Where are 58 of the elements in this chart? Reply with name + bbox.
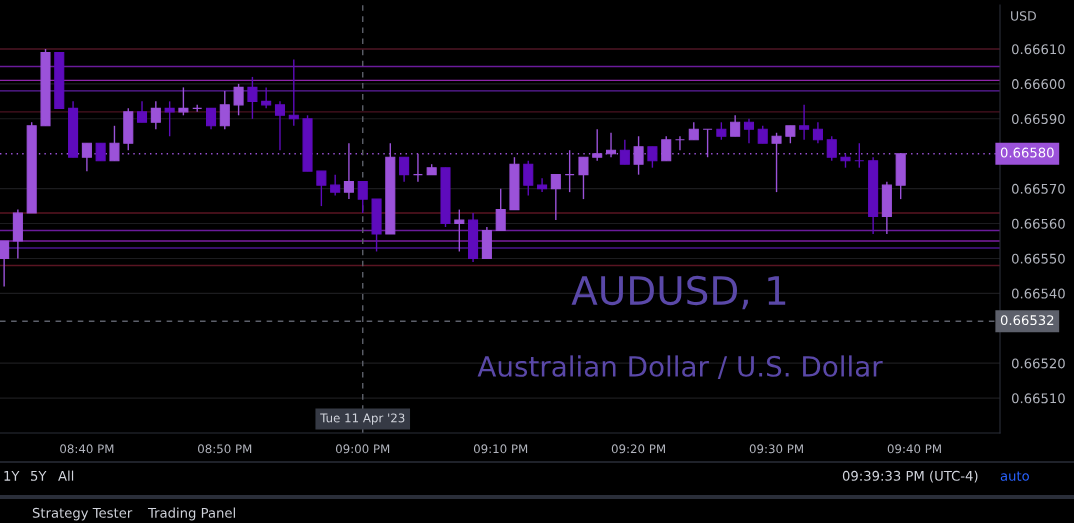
candlestick: [81, 142, 92, 172]
y-tick-label: 0.66510: [1011, 393, 1065, 404]
candlestick: [523, 160, 534, 197]
text: Strategy Tester: [32, 507, 133, 521]
ref-line-label: 0.66580: [1000, 147, 1054, 158]
y-tick-label: 0.66550: [1011, 253, 1065, 264]
candlestick: [826, 135, 837, 162]
y-tick-label: 0.66570: [1011, 183, 1065, 194]
candlestick: [799, 104, 810, 141]
text: All: [58, 470, 74, 481]
candlestick: [233, 83, 244, 117]
candlestick: [812, 121, 823, 144]
y-tick-label: 0.66600: [1011, 79, 1065, 90]
candlestick: [274, 100, 286, 151]
text: AUDUSD, 1: [571, 275, 786, 310]
candlestick: [454, 208, 465, 253]
text: 09:39:33 PM (UTC-4): [842, 470, 978, 483]
candlestick: [178, 86, 189, 117]
candlestick: [150, 100, 161, 130]
text: Australian Dollar / U.S. Dollar: [477, 355, 883, 380]
x-tick-label: 09:10 PM: [473, 444, 528, 454]
candlestick: [495, 187, 506, 232]
candlestick: [550, 173, 561, 221]
candlestick: [219, 90, 230, 130]
text: 1Y: [4, 471, 20, 481]
x-tick-label: 08:40 PM: [60, 444, 114, 454]
x-tick-label: 08:50 PM: [198, 444, 252, 454]
ref-line-label: Tue 11 Apr '23: [320, 413, 405, 425]
text: auto: [1000, 471, 1029, 481]
x-tick-label: 09:30 PM: [749, 444, 803, 454]
text: Trading Panel: [147, 507, 235, 521]
text: 5Y: [31, 471, 47, 481]
y-tick-label: 0.66560: [1011, 218, 1065, 229]
candlestick: [0, 240, 10, 288]
candlestick: [647, 146, 658, 169]
y-tick-label: 0.66590: [1011, 114, 1065, 125]
x-tick-label: 09:00 PM: [335, 444, 390, 454]
candlestick: [743, 118, 755, 144]
candlestick: [730, 114, 741, 137]
candlestick: [537, 177, 548, 193]
candlestick: [399, 156, 410, 183]
candlestick: [619, 139, 630, 165]
candlestick: [592, 128, 603, 162]
candlestick: [206, 107, 217, 130]
candlestick: [109, 125, 120, 162]
y-tick-label: 0.66610: [1011, 44, 1065, 55]
x-tick-label: 09:20 PM: [611, 444, 665, 454]
candlestick: [316, 170, 327, 207]
candlestick: [330, 173, 341, 197]
candlestick: [136, 100, 148, 123]
candlestick: [247, 76, 258, 120]
candlestick: [357, 180, 368, 214]
y-axis-title: USD: [1011, 11, 1036, 21]
y-tick-label: 0.66540: [1011, 288, 1065, 299]
candlestick: [578, 156, 589, 200]
ref-line-label: 0.66532: [1000, 315, 1054, 326]
y-tick-label: 0.66520: [1011, 358, 1065, 369]
x-tick-label: 09:40 PM: [887, 444, 941, 454]
